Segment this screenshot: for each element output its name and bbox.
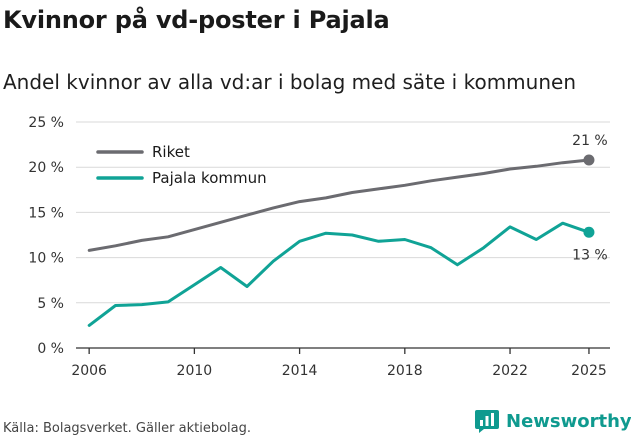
riket-line-end-dot — [583, 154, 595, 166]
y-tick-label: 15 % — [28, 205, 64, 221]
y-tick-label: 20 % — [28, 160, 64, 176]
y-tick-label: 5 % — [37, 296, 64, 312]
x-tick-label: 2018 — [387, 363, 423, 379]
chart-subtitle: Andel kvinnor av alla vd:ar i bolag med … — [3, 70, 576, 94]
x-tick-label: 2025 — [571, 363, 607, 379]
x-tick-label: 2006 — [71, 363, 107, 379]
series — [87, 154, 595, 327]
pajala-line — [87, 221, 591, 327]
x-tick-label: 2014 — [282, 363, 318, 379]
legend-label: Riket — [152, 143, 190, 161]
pajala-line-end-dot — [583, 226, 595, 238]
riket-line-end-label: 21 % — [572, 133, 608, 149]
legend: Riket Pajala kommun — [96, 143, 267, 187]
axes: 0 % 5 % 10 % 15 % 20 % 25 % 2006 2010 2014 2018 20… — [28, 115, 610, 379]
brand-name: Newsworthy — [506, 410, 631, 432]
x-tick-label: 2022 — [492, 363, 528, 379]
y-tick-label: 0 % — [37, 341, 64, 357]
y-tick-label: 25 % — [28, 115, 64, 131]
chart-title: Kvinnor på vd-poster i Pajala — [3, 6, 390, 34]
legend-label: Pajala kommun — [152, 169, 267, 187]
newsworthy-logo: Newsworthy — [474, 408, 631, 434]
riket-line — [87, 158, 591, 252]
y-tick-label: 10 % — [28, 251, 64, 267]
x-tick-label: 2010 — [177, 363, 213, 379]
source-note: Källa: Bolagsverket. Gäller aktiebolag. — [3, 421, 252, 436]
end-labels: 21 % 13 % — [572, 133, 608, 263]
pajala-line-end-label: 13 % — [572, 247, 608, 263]
newsworthy-bar-chart-icon — [475, 410, 499, 433]
